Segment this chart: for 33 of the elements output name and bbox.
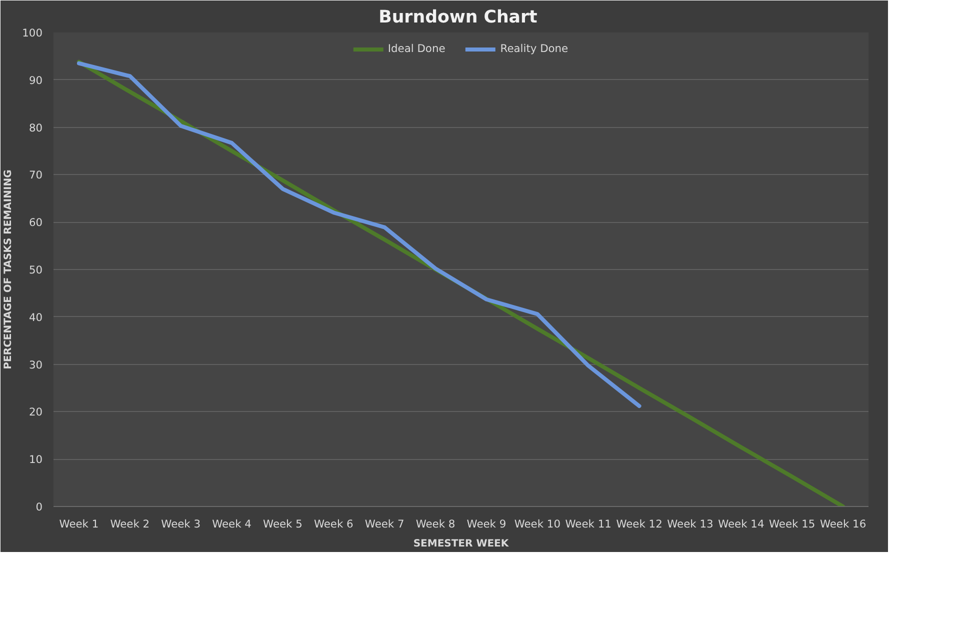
x-tick-label: Week 15	[769, 518, 816, 530]
y-tick-label: 40	[28, 310, 43, 324]
y-tick-label: 50	[28, 264, 43, 276]
y-tick-label: 90	[28, 74, 43, 87]
line-series	[76, 61, 642, 408]
x-tick-label: Week 10	[514, 518, 561, 530]
y-axis-title: PERCENTAGE OF TASKS REMAINING	[3, 170, 14, 370]
y-tick-label: 100	[22, 26, 43, 40]
x-tick-label: Week 9	[466, 518, 506, 530]
x-tick-label: Week 1	[59, 518, 99, 530]
y-tick-label: 80	[28, 121, 43, 134]
x-tick-label: Week 2	[110, 518, 150, 530]
y-tick-label: 20	[28, 406, 43, 419]
x-tick-label: Week 3	[161, 518, 201, 530]
legend-label: Ideal Done	[388, 42, 446, 55]
y-tick-label: 0	[36, 500, 43, 514]
x-tick-label: Week 16	[820, 518, 866, 530]
y-tick-label: 10	[28, 453, 43, 466]
x-axis-title: SEMESTER WEEK	[413, 538, 510, 550]
x-tick-label: Week 13	[667, 518, 714, 530]
legend-label: Reality Done	[500, 42, 568, 55]
x-tick-label: Week 4	[212, 518, 252, 530]
x-tick-label: Week 7	[364, 518, 404, 530]
x-tick-label: Week 14	[718, 518, 764, 530]
y-tick-label: 60	[28, 216, 43, 230]
y-tick-label: 30	[28, 358, 43, 372]
x-tick-label: Week 12	[616, 518, 662, 530]
x-tick-label: Week 8	[416, 518, 456, 530]
x-tick-label: Week 6	[314, 518, 354, 530]
x-tick-label: Week 11	[565, 518, 612, 530]
y-tick-label: 70	[28, 168, 43, 182]
x-tick-label: Week 5	[263, 518, 302, 530]
chart-title: Burndown Chart	[378, 8, 538, 28]
